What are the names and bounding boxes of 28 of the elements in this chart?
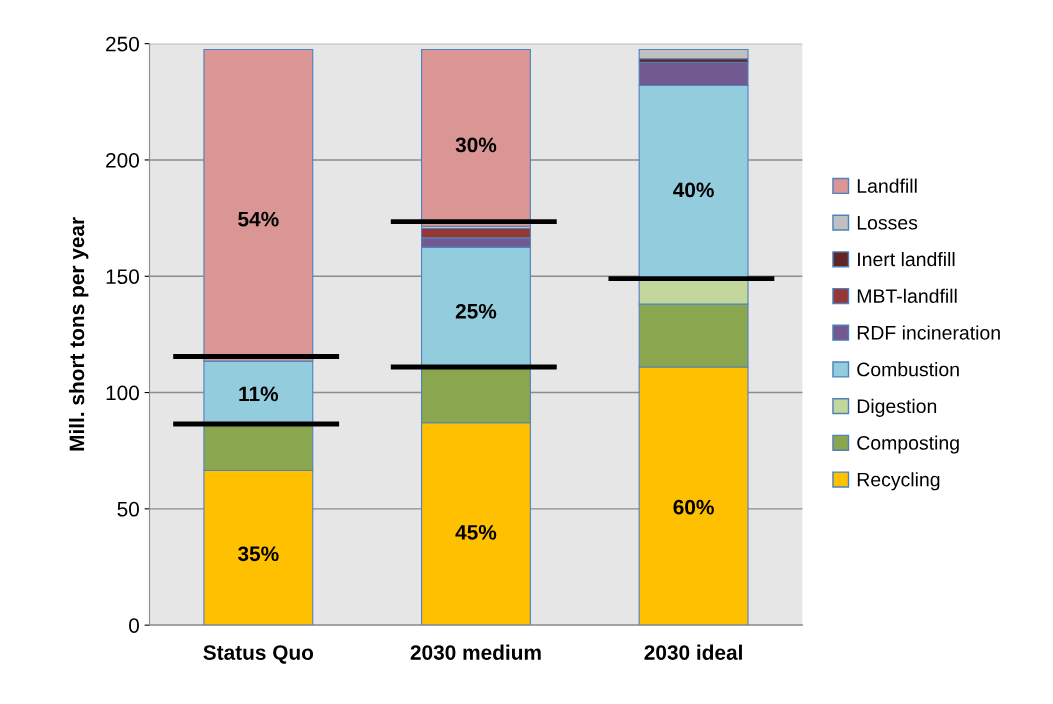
bar	[638, 48, 749, 60]
annotation: 30%	[455, 137, 497, 153]
x-tick-label: 2030 medium	[410, 644, 541, 660]
legend-label: Recycling	[857, 472, 940, 491]
annotation: 11%	[239, 386, 279, 402]
y-tick-label: 250	[106, 36, 139, 52]
y-axis-title: Mill. short tons per year	[68, 217, 89, 451]
legend-label: RDF incineration	[857, 325, 1000, 340]
y-tick-label: 50	[117, 501, 139, 517]
legend-label: Losses	[857, 216, 918, 230]
legend-label: Landfill	[857, 178, 917, 193]
legend-label: MBT-landfill	[857, 288, 957, 303]
x-tick-label: Status Quo	[203, 645, 314, 664]
legend-label: Inert landfill	[858, 251, 955, 267]
y-tick-label: 200	[106, 152, 139, 168]
y-tick-label: 150	[106, 269, 139, 284]
y-tick-label: 0	[129, 618, 139, 633]
annotation: 35%	[237, 546, 279, 562]
x-tick-label: 2030 ideal	[644, 644, 742, 660]
annotation: 40%	[673, 182, 714, 198]
annotation: 45%	[455, 524, 497, 540]
legend-label: Combustion	[857, 362, 959, 377]
legend-label: Digestion	[857, 398, 937, 417]
y-tick-label: 100	[106, 385, 139, 401]
annotation: 25%	[455, 303, 497, 319]
annotation: 60%	[673, 499, 714, 515]
annotation: 54%	[238, 211, 279, 227]
legend-label: Composting	[857, 435, 959, 454]
